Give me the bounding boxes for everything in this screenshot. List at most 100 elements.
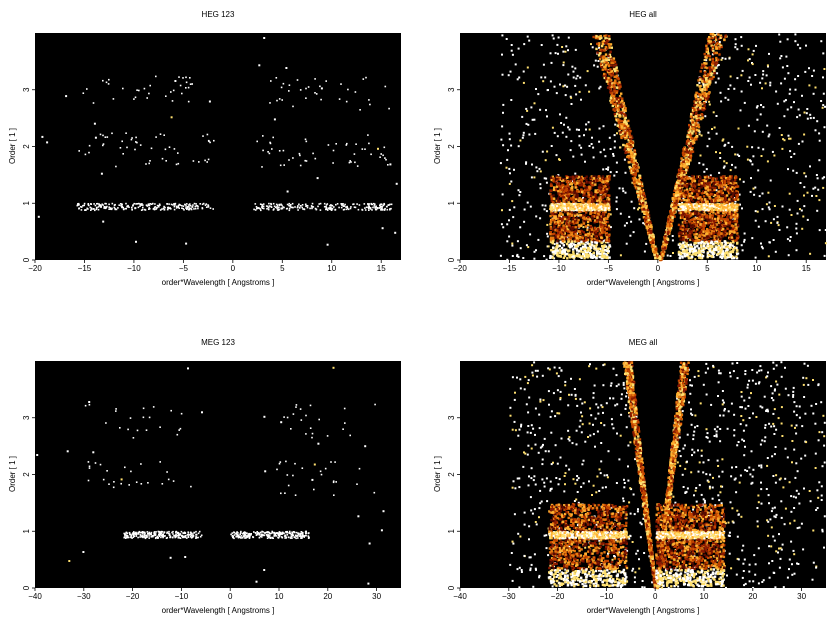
count-bin bbox=[564, 210, 567, 214]
count-bin bbox=[627, 139, 630, 142]
count-bin bbox=[572, 208, 575, 211]
count-bin bbox=[686, 150, 690, 153]
count-bin bbox=[347, 88, 349, 91]
count-bin bbox=[572, 216, 575, 219]
count-bin bbox=[699, 70, 702, 73]
count-bin bbox=[701, 79, 704, 83]
count-bin bbox=[673, 199, 676, 203]
count-bin bbox=[625, 121, 628, 124]
count-bin bbox=[277, 209, 280, 211]
count-bin bbox=[676, 196, 680, 200]
count-bin bbox=[652, 237, 655, 241]
count-bin bbox=[540, 44, 543, 46]
count-bin bbox=[668, 227, 671, 230]
count-bin bbox=[696, 214, 699, 217]
count-bin bbox=[705, 79, 708, 82]
count-bin bbox=[674, 186, 677, 190]
count-bin bbox=[522, 70, 525, 73]
count-bin bbox=[601, 189, 604, 193]
count-bin bbox=[267, 151, 269, 153]
count-bin bbox=[589, 204, 592, 207]
count-bin bbox=[577, 178, 580, 181]
count-bin bbox=[701, 90, 704, 93]
count-bin bbox=[586, 223, 590, 227]
count-bin bbox=[609, 99, 612, 102]
count-bin bbox=[525, 107, 528, 110]
count-bin bbox=[750, 83, 752, 86]
count-bin bbox=[330, 208, 332, 211]
count-bin bbox=[579, 181, 582, 184]
count-bin bbox=[190, 208, 193, 211]
count-bin bbox=[736, 77, 739, 80]
count-bin bbox=[788, 192, 791, 195]
count-bin bbox=[541, 150, 544, 153]
count-bin bbox=[380, 209, 382, 211]
count-bin bbox=[762, 70, 765, 73]
count-bin bbox=[345, 208, 348, 211]
count-bin bbox=[727, 88, 730, 90]
count-bin bbox=[369, 103, 371, 106]
count-bin bbox=[302, 208, 304, 210]
count-bin bbox=[640, 190, 643, 193]
count-bin bbox=[812, 187, 815, 190]
count-bin bbox=[559, 186, 563, 189]
count-bin bbox=[757, 146, 760, 149]
count-bin bbox=[530, 176, 533, 179]
count-bin bbox=[523, 43, 526, 46]
count-bin bbox=[602, 168, 605, 171]
count-bin bbox=[767, 255, 770, 258]
count-bin bbox=[606, 179, 609, 183]
count-bin bbox=[359, 109, 361, 111]
count-bin bbox=[525, 122, 528, 125]
count-bin bbox=[178, 203, 181, 206]
count-bin bbox=[187, 205, 189, 208]
count-bin bbox=[664, 247, 667, 250]
count-bin bbox=[809, 117, 812, 120]
count-bin bbox=[549, 236, 553, 239]
count-bin bbox=[709, 187, 712, 190]
count-bin bbox=[681, 151, 685, 155]
count-bin bbox=[722, 166, 725, 169]
count-bin bbox=[634, 159, 637, 162]
count-bin bbox=[577, 218, 580, 222]
count-bin bbox=[680, 173, 683, 176]
count-bin bbox=[734, 46, 737, 49]
count-bin bbox=[501, 73, 504, 76]
count-bin bbox=[613, 109, 617, 112]
count-bin bbox=[604, 53, 608, 56]
count-bin bbox=[353, 206, 356, 208]
count-bin bbox=[573, 195, 577, 198]
count-bin bbox=[574, 221, 578, 225]
count-bin bbox=[607, 168, 609, 171]
count-bin bbox=[565, 135, 568, 138]
count-bin bbox=[591, 239, 595, 242]
count-bin bbox=[699, 117, 703, 121]
count-bin bbox=[546, 223, 549, 226]
count-bin bbox=[173, 208, 176, 211]
count-bin bbox=[575, 220, 578, 223]
count-bin bbox=[669, 210, 672, 213]
count-bin bbox=[589, 203, 592, 206]
count-bin bbox=[698, 133, 701, 136]
count-bin bbox=[798, 114, 801, 117]
count-bin bbox=[612, 95, 616, 99]
count-bin bbox=[510, 99, 513, 101]
count-bin bbox=[649, 238, 652, 242]
count-bin bbox=[602, 181, 605, 184]
count-bin bbox=[609, 85, 612, 88]
count-bin bbox=[605, 232, 608, 235]
count-bin bbox=[279, 204, 281, 206]
count-bin bbox=[574, 67, 577, 70]
count-bin bbox=[582, 253, 585, 256]
count-bin bbox=[508, 167, 511, 170]
count-bin bbox=[367, 206, 370, 209]
count-bin bbox=[502, 144, 505, 147]
count-bin bbox=[568, 128, 571, 131]
count-bin bbox=[687, 131, 691, 134]
count-bin bbox=[603, 205, 606, 208]
count-bin bbox=[592, 35, 595, 39]
count-bin bbox=[712, 111, 715, 114]
count-bin bbox=[671, 218, 674, 221]
count-bin bbox=[712, 72, 715, 75]
count-bin bbox=[207, 139, 210, 142]
